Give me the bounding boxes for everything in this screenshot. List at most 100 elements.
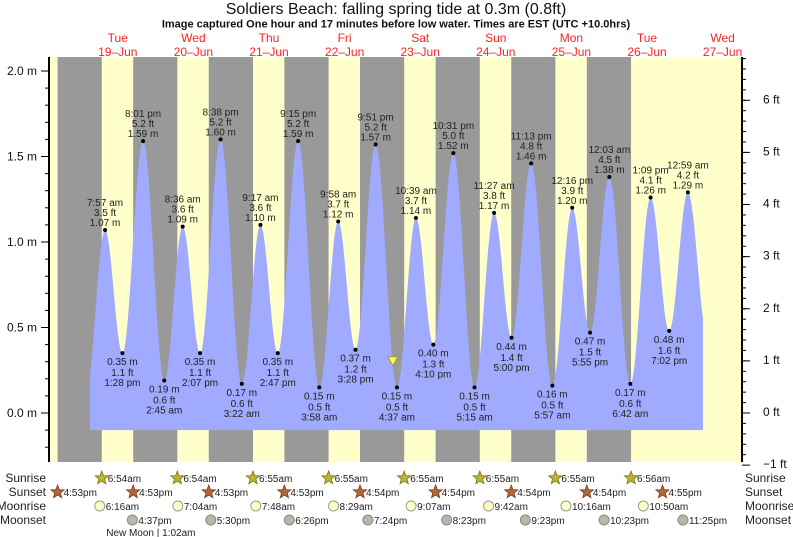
extreme-m: 1.26 m [635, 186, 666, 197]
left-tick-label: 1.0 m [7, 235, 37, 249]
extreme-time: 2:47 pm [260, 378, 296, 389]
extreme-ft: 4.5 ft [598, 155, 620, 166]
sunrise-icon [547, 469, 564, 485]
moonrise-icon [94, 500, 106, 512]
right-tick-label: 4 ft [763, 197, 780, 211]
extreme-ft: 1.1 ft [267, 368, 289, 379]
sunrise-icon [396, 469, 412, 485]
extreme-point [570, 205, 575, 210]
extreme-m: 0.17 m [227, 388, 258, 399]
right-tick-label: 3 ft [763, 249, 780, 263]
moonrise-icon [637, 500, 649, 512]
extreme-ft: 1.6 ft [658, 346, 680, 357]
moonrise-time: 6:16am [106, 502, 139, 513]
moonset-time: 7:24pm [374, 516, 407, 527]
extreme-point [648, 195, 653, 200]
extreme-time: 1:09 pm [633, 166, 669, 177]
moonset-icon [205, 514, 217, 526]
extreme-m: 1.20 m [557, 196, 588, 207]
extreme-point [685, 190, 690, 195]
extreme-ft: 5.2 ft [132, 119, 154, 130]
left-tick-label: 2.0 m [7, 64, 37, 78]
moonrise-icon [560, 500, 572, 512]
day-label-weekday: Sun [485, 31, 506, 45]
extreme-time: 8:36 am [165, 195, 201, 206]
extreme-point [120, 351, 125, 356]
extreme-time: 11:13 pm [511, 131, 552, 142]
row-label-right-moonrise: Moonrise [745, 499, 793, 513]
extreme-ft: 4.2 ft [677, 170, 699, 181]
extreme-point [451, 151, 456, 156]
row-label-moonrise: Moonrise [0, 499, 46, 513]
day-label-date: 24–Jun [476, 45, 515, 59]
sunset-time: 4:54pm [442, 488, 475, 499]
row-label-right-moonset: Moonset [745, 513, 792, 527]
moonset-icon [677, 514, 689, 526]
day-label-date: 25–Jun [552, 45, 591, 59]
extreme-time: 10:39 am [395, 186, 437, 197]
extreme-ft: 5.2 ft [365, 123, 387, 134]
moon-phase-label: New Moon | 1:02am [106, 528, 195, 537]
extreme-ft: 1.1 ft [189, 368, 211, 379]
sunrise-icon [623, 469, 639, 485]
day-label-weekday: Tue [108, 31, 129, 45]
axes: 2.0 m 1.5 m 1.0 m 0.5 m 0.0 m 6 ft 5 ft 4 ft 3 f… [7, 57, 787, 471]
tide-curve [90, 139, 703, 431]
tide-area [90, 139, 703, 431]
extreme-ft: 3.7 ft [327, 199, 349, 210]
extreme-point [198, 351, 203, 356]
sunset-icon [579, 483, 595, 499]
day-label-date: 19–Jun [98, 45, 137, 59]
extreme-time: 10:31 pm [432, 121, 474, 132]
day-label-weekday: Sat [411, 31, 430, 45]
extreme-time: 7:02 pm [651, 356, 687, 367]
moonset-icon [598, 514, 610, 526]
extreme-ft: 3.6 ft [249, 203, 271, 214]
sunrise-time: 6:55am [335, 474, 368, 485]
extreme-point [162, 378, 167, 383]
extreme-point [296, 139, 301, 144]
extreme-time: 9:15 pm [280, 109, 316, 120]
extreme-point [180, 224, 185, 229]
extreme-m: 0.19 m [149, 385, 180, 396]
moonrise-icon [172, 500, 184, 512]
sunset-icon [49, 483, 66, 499]
extreme-m: 0.37 m [340, 354, 371, 365]
moonrise-time: 9:07am [417, 502, 450, 513]
sunrise-icon [169, 469, 186, 485]
extreme-m: 1.14 m [401, 206, 432, 217]
extreme-point [373, 142, 378, 147]
left-tick-label: 1.5 m [7, 150, 37, 164]
extreme-point [141, 139, 146, 144]
extreme-m: 1.59 m [128, 129, 159, 140]
extreme-time: 12:03 am [589, 145, 631, 156]
extreme-ft: 0.5 ft [308, 402, 330, 413]
extreme-point [239, 381, 244, 386]
tide-labels: 7:57 am3.5 ft1.07 m0.35 m1.1 ft1:28 pm8:… [87, 107, 709, 423]
extreme-ft: 3.9 ft [561, 186, 583, 197]
extreme-ft: 0.6 ft [231, 399, 253, 410]
row-label-sunset: Sunset [9, 485, 47, 499]
extreme-m: 0.15 m [382, 391, 413, 402]
extreme-point [218, 137, 223, 142]
row-label-sunrise: Sunrise [5, 471, 46, 485]
day-label-weekday: Fri [338, 31, 352, 45]
sunrise-time: 6:55am [410, 474, 443, 485]
extreme-point [492, 210, 497, 215]
moonset-time: 11:25pm [689, 516, 727, 527]
sunrise-time: 6:54am [108, 474, 141, 485]
extreme-m: 1.60 m [205, 127, 236, 138]
extreme-ft: 3.5 ft [94, 208, 116, 219]
extreme-time: 3:58 am [301, 412, 337, 423]
extreme-point [353, 347, 358, 352]
moonset-icon [283, 514, 295, 526]
sunset-time: 4:53pm [64, 488, 97, 499]
day-label-date: 23–Jun [401, 45, 440, 59]
extreme-point [628, 381, 633, 386]
right-tick-label: 1 ft [763, 353, 780, 367]
extreme-time: 9:51 pm [358, 113, 394, 124]
extreme-time: 11:27 am [474, 181, 515, 192]
extreme-ft: 1.2 ft [344, 365, 366, 376]
right-tick-label: 6 ft [763, 92, 780, 106]
extreme-time: 9:17 am [242, 193, 278, 204]
